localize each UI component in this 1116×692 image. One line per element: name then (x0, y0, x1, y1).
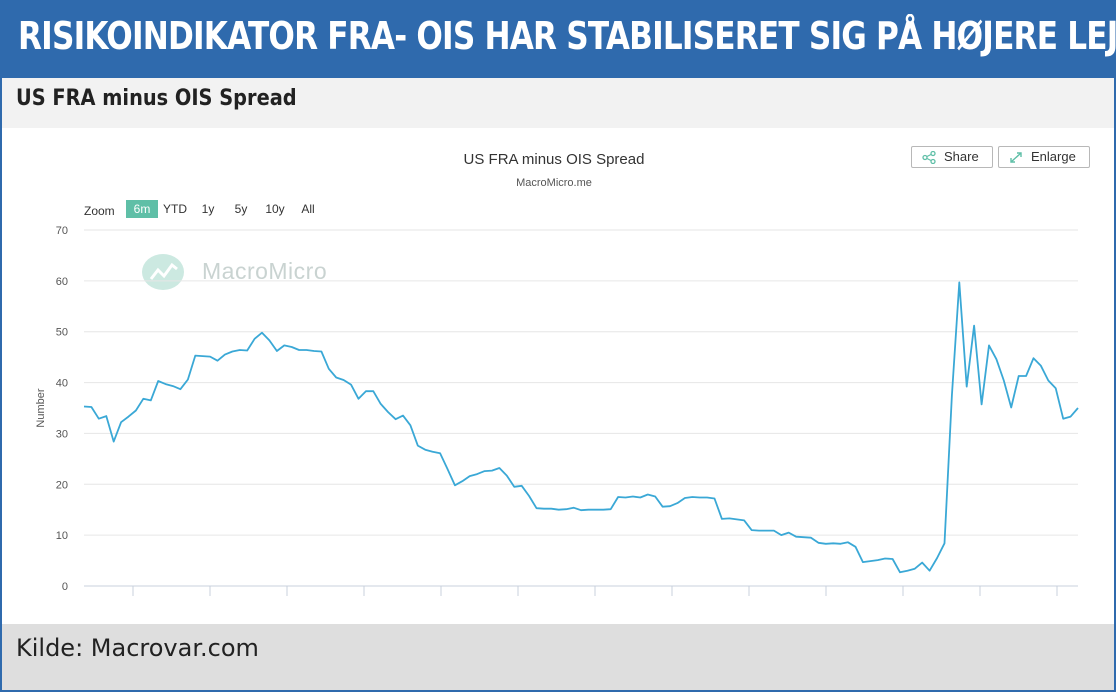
banner-title: RISIKOINDIKATOR FRA- OIS HAR STABILISERE… (18, 14, 1116, 58)
chart-title: US FRA minus OIS Spread (464, 151, 645, 168)
zoom-option-10y[interactable]: 10y (265, 202, 285, 216)
y-tick-label: 20 (56, 479, 68, 491)
share-label: Share (944, 149, 979, 164)
zoom-label: Zoom (84, 204, 115, 218)
y-axis-label: Number (35, 388, 47, 427)
zoom-option-6m[interactable]: 6m (126, 200, 158, 218)
y-tick-label: 70 (56, 225, 68, 237)
watermark-logo-icon (142, 254, 184, 290)
chart-subtitle: MacroMicro.me (516, 177, 592, 189)
y-tick-label: 0 (62, 581, 68, 593)
enlarge-label: Enlarge (1031, 149, 1076, 164)
y-tick-label: 30 (56, 428, 68, 440)
zoom-option-1y[interactable]: 1y (201, 202, 215, 216)
enlarge-button[interactable]: Enlarge (998, 146, 1090, 168)
source-note: Kilde: Macrovar.com (16, 634, 259, 662)
banner: RISIKOINDIKATOR FRA- OIS HAR STABILISERE… (2, 2, 1116, 78)
footer: Kilde: Macrovar.com (2, 624, 1114, 690)
chart-panel: MacroMicro US FRA minus OIS Spread MacroM… (10, 128, 1106, 622)
share-button[interactable]: Share (911, 146, 993, 168)
zoom-option-5y[interactable]: 5y (234, 202, 248, 216)
series-line (83, 281, 1079, 574)
subheader: US FRA minus OIS Spread (2, 78, 1114, 128)
subheader-title: US FRA minus OIS Spread (16, 86, 297, 111)
zoom-option-all[interactable]: All (301, 202, 315, 216)
zoom-option-ytd[interactable]: YTD (163, 202, 187, 216)
expand-icon (1010, 152, 1022, 163)
watermark-text: MacroMicro (202, 258, 328, 284)
share-icon (922, 151, 936, 164)
y-tick-label: 50 (56, 327, 68, 339)
y-tick-label: 10 (56, 530, 68, 542)
chart: US FRA minus OIS Spread MacroMicro.me 0 10 2… (35, 151, 1079, 596)
y-tick-label: 60 (56, 276, 68, 288)
chart-trend-icon (149, 262, 178, 280)
y-tick-label: 40 (56, 378, 68, 390)
